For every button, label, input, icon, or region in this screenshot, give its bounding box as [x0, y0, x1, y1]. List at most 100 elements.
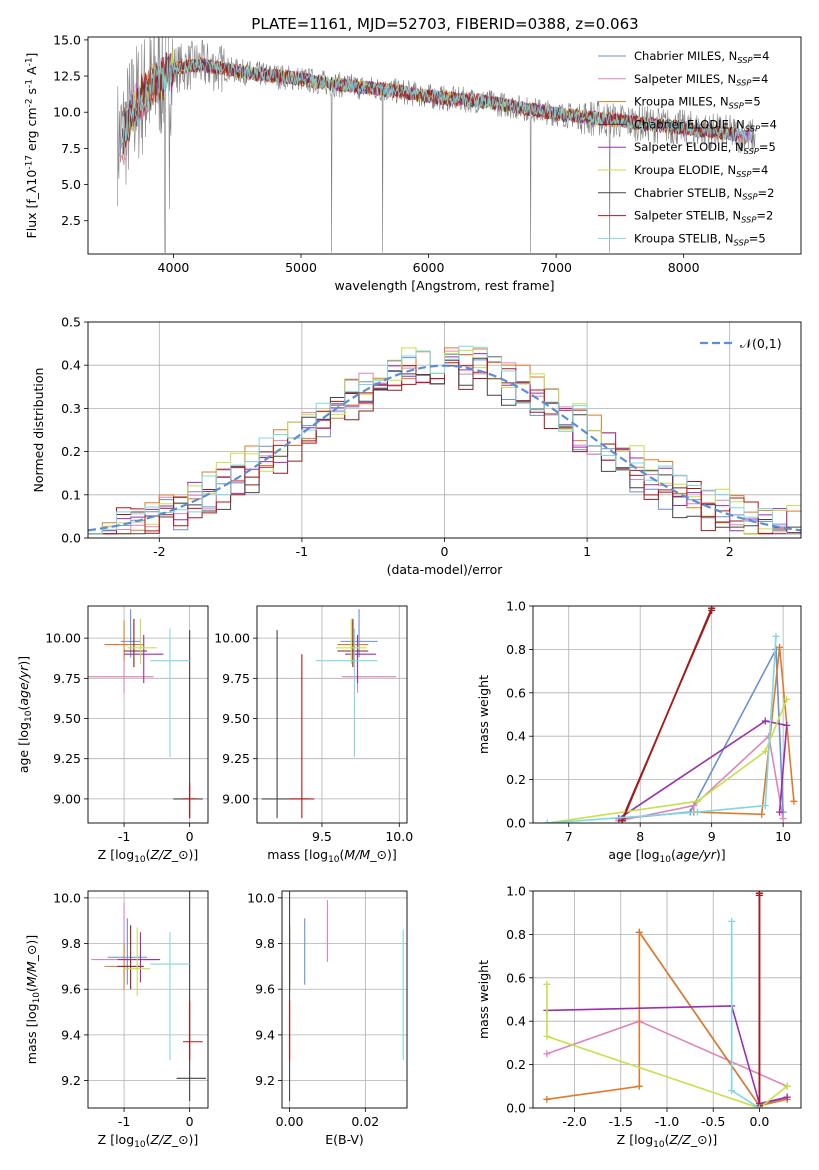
y-tick-label: 9.25 [53, 751, 81, 766]
y-tick-label: 9.2 [255, 1073, 275, 1088]
age-mass-panel: 9.5 10.0 9.00 9.25 9.50 9.75 10.00 mass [log10(… [214, 605, 413, 865]
y-tick-label: 9.75 [222, 671, 250, 686]
weight-marker [708, 606, 716, 612]
y-tick-label: 9.6 [255, 982, 275, 997]
weight-marker [543, 1032, 551, 1040]
y-tick-label: 9.2 [61, 1073, 81, 1088]
weight-marker [693, 797, 701, 805]
y-tick-label: 10.00 [214, 631, 250, 646]
x-axis-label: age [log10(age/yr)] [608, 847, 725, 865]
legend-label-salpeter-elodie: Salpeter ELODIE, NSSP=5 [634, 140, 776, 156]
y-tick-label: 9.4 [61, 1027, 81, 1042]
errorbar-chabrier-miles [340, 609, 378, 658]
weight-series-salpeter-elodie [615, 717, 791, 823]
legend-label-salpeter-stelib: Salpeter STELIB, NSSP=2 [634, 209, 773, 225]
x-tick-label: 0.0 [749, 1114, 769, 1129]
weight-marker [755, 1104, 763, 1108]
errorbar-salpeter-stelib [183, 782, 197, 819]
weight-marker [783, 1082, 791, 1090]
y-tick-label: 9.50 [222, 711, 250, 726]
y-tick-label: 10.0 [53, 890, 81, 905]
weight-line [618, 720, 788, 820]
y-tick-label: 0.3 [61, 401, 81, 416]
y-tick-label: 0.0 [506, 1101, 526, 1116]
axes-frame [532, 890, 802, 1109]
weight-marker [758, 810, 766, 818]
errorbar-salpeter-stelib [289, 654, 315, 819]
weight-series-salpeter-miles [615, 732, 787, 823]
weight-marker [635, 1082, 643, 1090]
weight-series-kroupa-stelib [728, 917, 763, 1108]
y-tick-label: 7.5 [61, 141, 81, 156]
errorbar-chabrier-stelib [176, 891, 207, 1102]
spectrum-panel: 4000 5000 6000 7000 8000 2.5 5.0 7.5 10.0 12.5 15.… [24, 32, 802, 293]
y-axis-label: age [log10(age/yr)] [16, 656, 34, 773]
weight-marker [618, 817, 626, 823]
x-axis-label: E(B-V) [325, 1132, 364, 1147]
weight-marker [755, 891, 763, 897]
weight-marker [776, 808, 784, 816]
x-tick-label: 4000 [158, 260, 190, 275]
x-tick-label: -2.0 [562, 1114, 586, 1129]
weight-marker [783, 1093, 791, 1101]
weight-marker [761, 802, 769, 810]
y-tick-label: 9.00 [53, 791, 81, 806]
y-tick-label: 9.4 [255, 1027, 275, 1042]
x-tick-label: -1 [118, 829, 130, 844]
axes-frame [532, 605, 802, 824]
weight-marker [776, 643, 784, 651]
x-tick-label: 9 [708, 829, 716, 844]
weight-series-salpeter-stelib [755, 891, 763, 1108]
weight-line [547, 698, 788, 823]
legend-label-kroupa-miles: Kroupa MILES, NSSP=5 [634, 95, 761, 111]
y-tick-label: 10.0 [247, 890, 275, 905]
y-tick-label: 10.00 [45, 631, 81, 646]
legend: Chabrier MILES, NSSP=4 Salpeter MILES, NS… [598, 49, 777, 247]
y-axis-label: Normed distribution [31, 368, 46, 493]
weight-line [618, 734, 784, 822]
weight-line [618, 646, 784, 820]
errorbar-kroupa-stelib [150, 628, 190, 758]
x-tick-label: 7 [565, 829, 573, 844]
y-tick-label: 9.8 [61, 936, 81, 951]
x-axis-label: wavelength [Angstrom, rest frame] [334, 278, 554, 293]
x-tick-label: 5000 [285, 260, 317, 275]
x-axis-label: (data-model)/error [387, 562, 504, 577]
y-tick-label: 15.0 [53, 32, 81, 47]
x-axis-label: Z [log10(Z/Z_⊙)] [98, 847, 199, 865]
y-tick-label: 0.2 [506, 772, 526, 787]
plot-area [117, 37, 756, 253]
y-tick-label: 9.75 [53, 671, 81, 686]
axes-frame [256, 605, 408, 824]
y-tick-label: 0.8 [506, 927, 526, 942]
weight-marker [635, 928, 643, 936]
errorbar-salpeter-elodie [117, 932, 161, 983]
y-tick-label: 1.0 [506, 599, 526, 614]
legend-label-chabrier-elodie: Chabrier ELODIE, NSSP=4 [634, 117, 777, 133]
x-tick-label: -0.5 [701, 1114, 725, 1129]
y-tick-label: 0.2 [506, 1057, 526, 1072]
x-tick-label: 8000 [668, 260, 700, 275]
axes-frame [87, 36, 802, 255]
legend-label-chabrier-miles: Chabrier MILES, NSSP=4 [634, 49, 769, 65]
y-tick-label: 10.0 [53, 105, 81, 120]
x-tick-label: 2 [726, 544, 734, 559]
model-spectrum-kroupa-stelib [122, 57, 753, 153]
y-tick-label: 0.8 [506, 642, 526, 657]
errorbar-kroupa-stelib [150, 932, 190, 1061]
y-tick-label: 9.25 [222, 751, 250, 766]
y-tick-label: 0.6 [506, 685, 526, 700]
weight-marker [690, 802, 698, 810]
y-tick-label: 9.8 [255, 936, 275, 951]
x-tick-label: 10.0 [385, 829, 413, 844]
axes-frame [87, 605, 209, 824]
x-tick-label: 0 [186, 829, 194, 844]
age-Z-panel: -1 0 9.00 9.25 9.50 9.75 10.00 Z [log10(Z/Z_⊙)]… [16, 605, 209, 865]
weight-marker [543, 819, 551, 823]
mass-Z-panel: -1 0 9.2 9.4 9.6 9.8 10.0 Z [log10(Z/Z_⊙)] mass … [24, 890, 209, 1150]
errorbar-salpeter-stelib [183, 1000, 203, 1061]
weight-marker [761, 747, 769, 755]
y-tick-label: 9.6 [61, 982, 81, 997]
y-tick-label: 0.4 [506, 1014, 526, 1029]
